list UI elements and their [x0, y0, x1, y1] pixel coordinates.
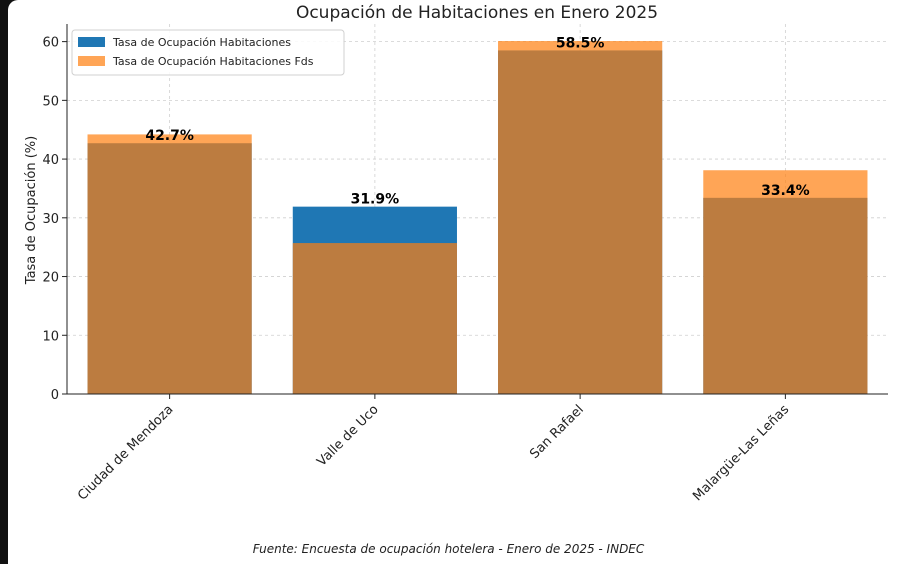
data-label: 31.9% [351, 192, 400, 208]
bar-habitaciones-fds [703, 170, 868, 394]
y-tick-label: 60 [42, 36, 59, 51]
y-tick-label: 40 [42, 153, 59, 168]
y-tick-label: 10 [42, 329, 59, 344]
y-tick-label: 50 [42, 94, 59, 109]
legend-label: Tasa de Ocupación Habitaciones [112, 36, 291, 49]
bars [87, 41, 868, 395]
y-tick-label: 30 [42, 212, 59, 227]
chart-title: Ocupación de Habitaciones en Enero 2025 [296, 3, 658, 23]
y-tick-label: 0 [51, 388, 59, 403]
x-tick-label: San Rafael [527, 402, 587, 462]
bar-habitaciones-fds [87, 134, 252, 394]
bar-habitaciones-fds [292, 243, 457, 394]
bar-habitaciones-fds [498, 41, 663, 395]
legend-box [71, 29, 345, 76]
legend-swatch [78, 37, 105, 47]
y-axis-label: Tasa de Ocupación (%) [24, 136, 39, 285]
y-tick-label: 20 [42, 271, 59, 286]
x-tick-label: Valle de Uco [314, 402, 381, 469]
data-label: 58.5% [556, 35, 605, 51]
legend-swatch [78, 56, 105, 66]
x-tick-label: Malargüe-Las Leñas [690, 402, 792, 504]
data-label: 42.7% [145, 128, 194, 144]
data-labels: 42.7% 31.9% 58.5% 33.4% [145, 35, 809, 207]
legend: Tasa de Ocupación Habitaciones Tasa de Oc… [71, 29, 345, 76]
source-note: Fuente: Encuesta de ocupación hotelera -… [252, 542, 645, 556]
legend-label: Tasa de Ocupación Habitaciones Fds [112, 55, 314, 68]
data-label: 33.4% [761, 183, 810, 199]
x-tick-label: Ciudad de Mendoza [75, 402, 176, 503]
